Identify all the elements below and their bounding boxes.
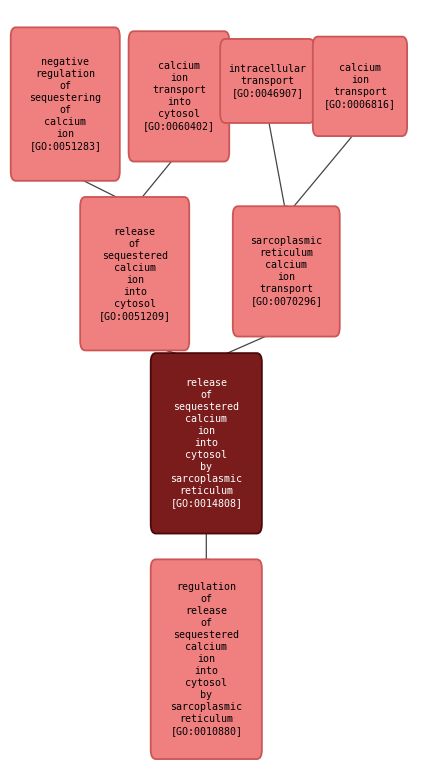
FancyBboxPatch shape <box>220 39 314 123</box>
Text: release
of
sequestered
calcium
ion
into
cytosol
by
sarcoplasmic
reticulum
[GO:00: release of sequestered calcium ion into … <box>170 379 242 508</box>
FancyBboxPatch shape <box>80 197 189 350</box>
Text: intracellular
transport
[GO:0046907]: intracellular transport [GO:0046907] <box>228 64 306 98</box>
FancyBboxPatch shape <box>233 207 340 336</box>
FancyBboxPatch shape <box>11 28 120 181</box>
FancyBboxPatch shape <box>151 353 262 534</box>
Text: calcium
ion
transport
into
cytosol
[GO:0060402]: calcium ion transport into cytosol [GO:0… <box>143 62 215 131</box>
Text: calcium
ion
transport
[GO:0006816]: calcium ion transport [GO:0006816] <box>324 63 396 109</box>
FancyBboxPatch shape <box>313 36 407 136</box>
Text: release
of
sequestered
calcium
ion
into
cytosol
[GO:0051209]: release of sequestered calcium ion into … <box>99 227 171 321</box>
Text: negative
regulation
of
sequestering
of
calcium
ion
[GO:0051283]: negative regulation of sequestering of c… <box>29 57 101 151</box>
FancyBboxPatch shape <box>129 32 229 162</box>
FancyBboxPatch shape <box>151 560 262 759</box>
Text: regulation
of
release
of
sequestered
calcium
ion
into
cytosol
by
sarcoplasmic
re: regulation of release of sequestered cal… <box>170 582 242 736</box>
Text: sarcoplasmic
reticulum
calcium
ion
transport
[GO:0070296]: sarcoplasmic reticulum calcium ion trans… <box>250 237 322 306</box>
